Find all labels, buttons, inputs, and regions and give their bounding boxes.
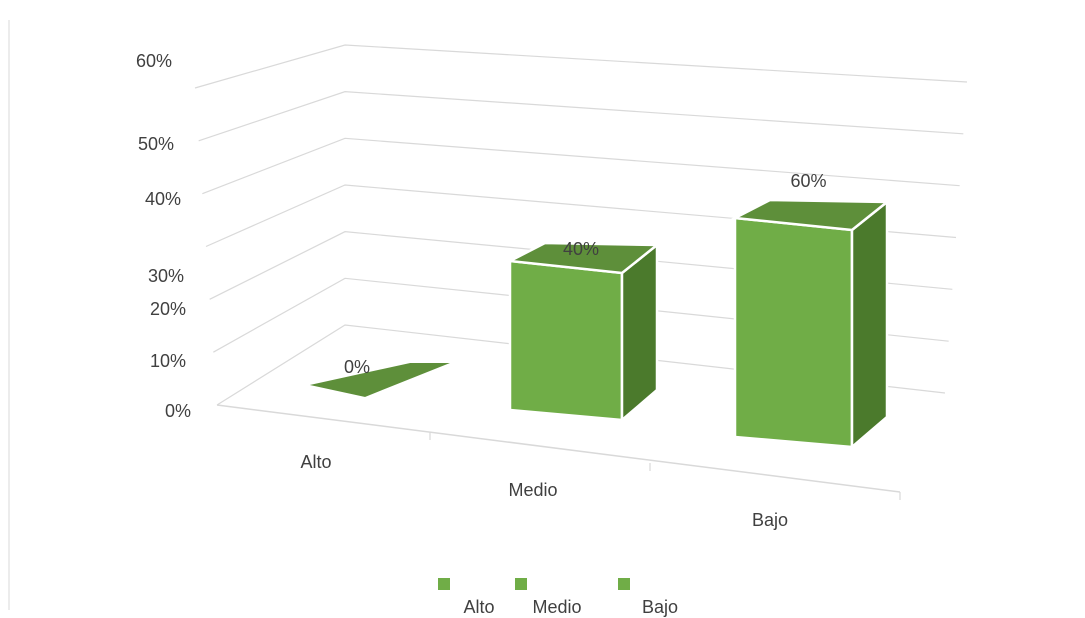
category-label: Bajo <box>752 510 788 530</box>
y-tick-label: 0% <box>165 401 191 421</box>
bar-side-medio <box>620 242 659 423</box>
gridline <box>194 44 968 89</box>
bar-front-medio <box>508 259 624 422</box>
legend-swatch <box>438 578 450 590</box>
y-tick-label: 40% <box>145 189 181 209</box>
bar-alto <box>304 361 456 400</box>
bar-front-bajo <box>733 216 854 449</box>
gridline <box>198 91 964 142</box>
data-label: 0% <box>344 357 370 377</box>
bar-side-bajo <box>850 199 889 450</box>
legend-swatch <box>515 578 527 590</box>
bar-top-medio <box>505 241 661 275</box>
x-axis-line <box>216 404 901 493</box>
data-label: 60% <box>790 171 826 191</box>
y-axis-ticks: 0% 10% 20% 30% 40% 50% 60% <box>136 51 191 421</box>
y-tick-label: 10% <box>150 351 186 371</box>
y-tick-label: 30% <box>148 266 184 286</box>
y-tick-label: 50% <box>138 134 174 154</box>
gridlines <box>194 44 968 406</box>
x-axis-labels: Alto Medio Bajo <box>300 452 788 530</box>
data-label: 40% <box>563 239 599 259</box>
data-labels: 0% 40% 60% <box>344 171 827 377</box>
category-label: Medio <box>508 480 557 500</box>
axes <box>216 404 901 500</box>
legend-label: Bajo <box>642 597 678 617</box>
category-label: Alto <box>300 452 331 472</box>
y-tick-label: 20% <box>150 299 186 319</box>
gridline <box>202 137 960 195</box>
legend-label: Medio <box>532 597 581 617</box>
legend: Alto Medio Bajo <box>438 578 678 617</box>
legend-label: Alto <box>463 597 494 617</box>
y-tick-label: 60% <box>136 51 172 71</box>
legend-swatch <box>618 578 630 590</box>
bar-top-bajo <box>730 198 891 232</box>
bars <box>304 198 891 450</box>
